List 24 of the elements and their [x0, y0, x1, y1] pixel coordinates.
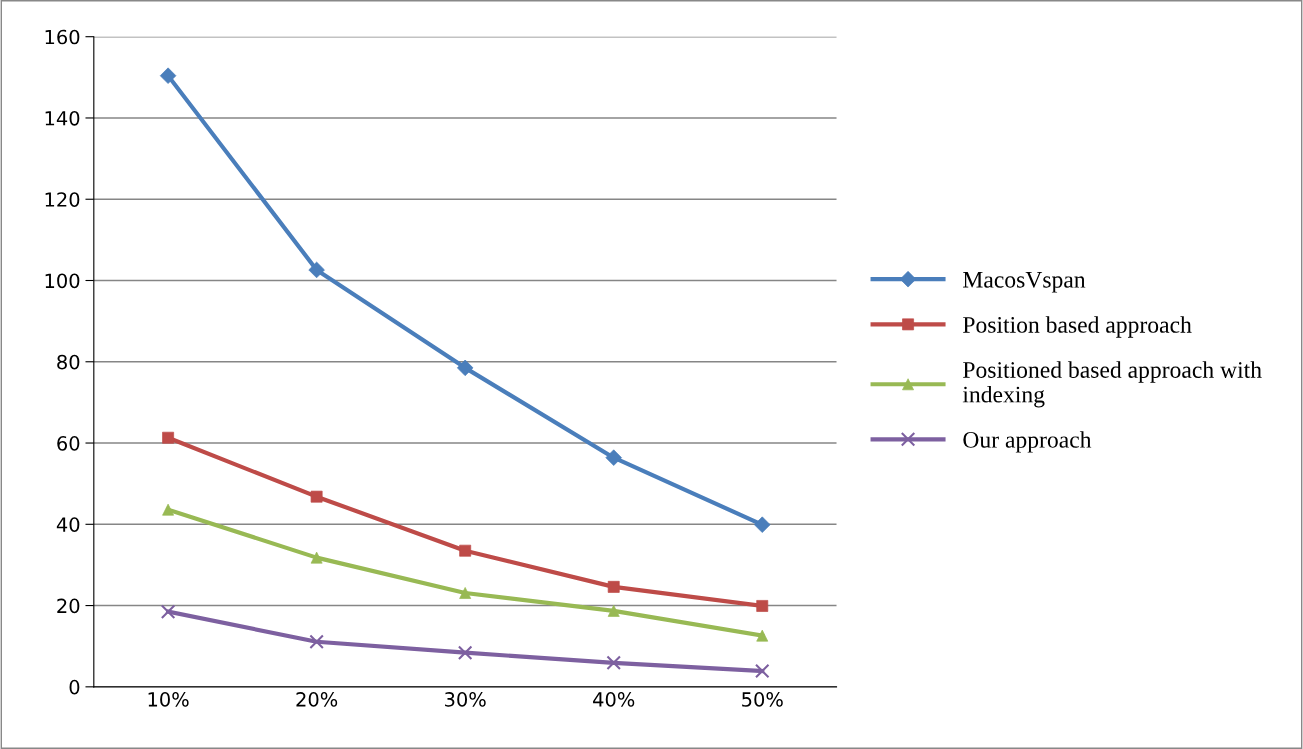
- point: [457, 645, 473, 660]
- legend-label: Positioned based approach with indexing: [962, 361, 1262, 408]
- x-tick-label: 20%: [296, 692, 338, 707]
- y-tick-label: 0: [69, 679, 80, 695]
- point: [160, 604, 176, 619]
- y-tick-label: 20: [57, 598, 80, 614]
- x-tick-label: 10%: [148, 692, 189, 707]
- legend-label: Our approach: [963, 431, 1092, 453]
- y-tick-label: 140: [45, 110, 80, 126]
- legend-label: Position based approach: [963, 316, 1192, 338]
- point: [309, 634, 324, 650]
- point: [754, 663, 770, 679]
- y-tick-label: 160: [45, 29, 80, 45]
- legend-label: MacosVspan: [963, 272, 1086, 293]
- x-tick-label: 40%: [593, 692, 635, 707]
- y-tick-label: 80: [57, 354, 80, 370]
- y-tick-label: 40: [56, 517, 80, 532]
- y-tick-label: 120: [45, 192, 80, 207]
- point: [606, 655, 621, 671]
- y-tick-label: 100: [45, 273, 80, 289]
- x-tick-label: 30%: [445, 692, 486, 707]
- y-tick-label: 60: [57, 435, 80, 451]
- point: [308, 261, 325, 279]
- x-tick-label: 50%: [742, 692, 783, 707]
